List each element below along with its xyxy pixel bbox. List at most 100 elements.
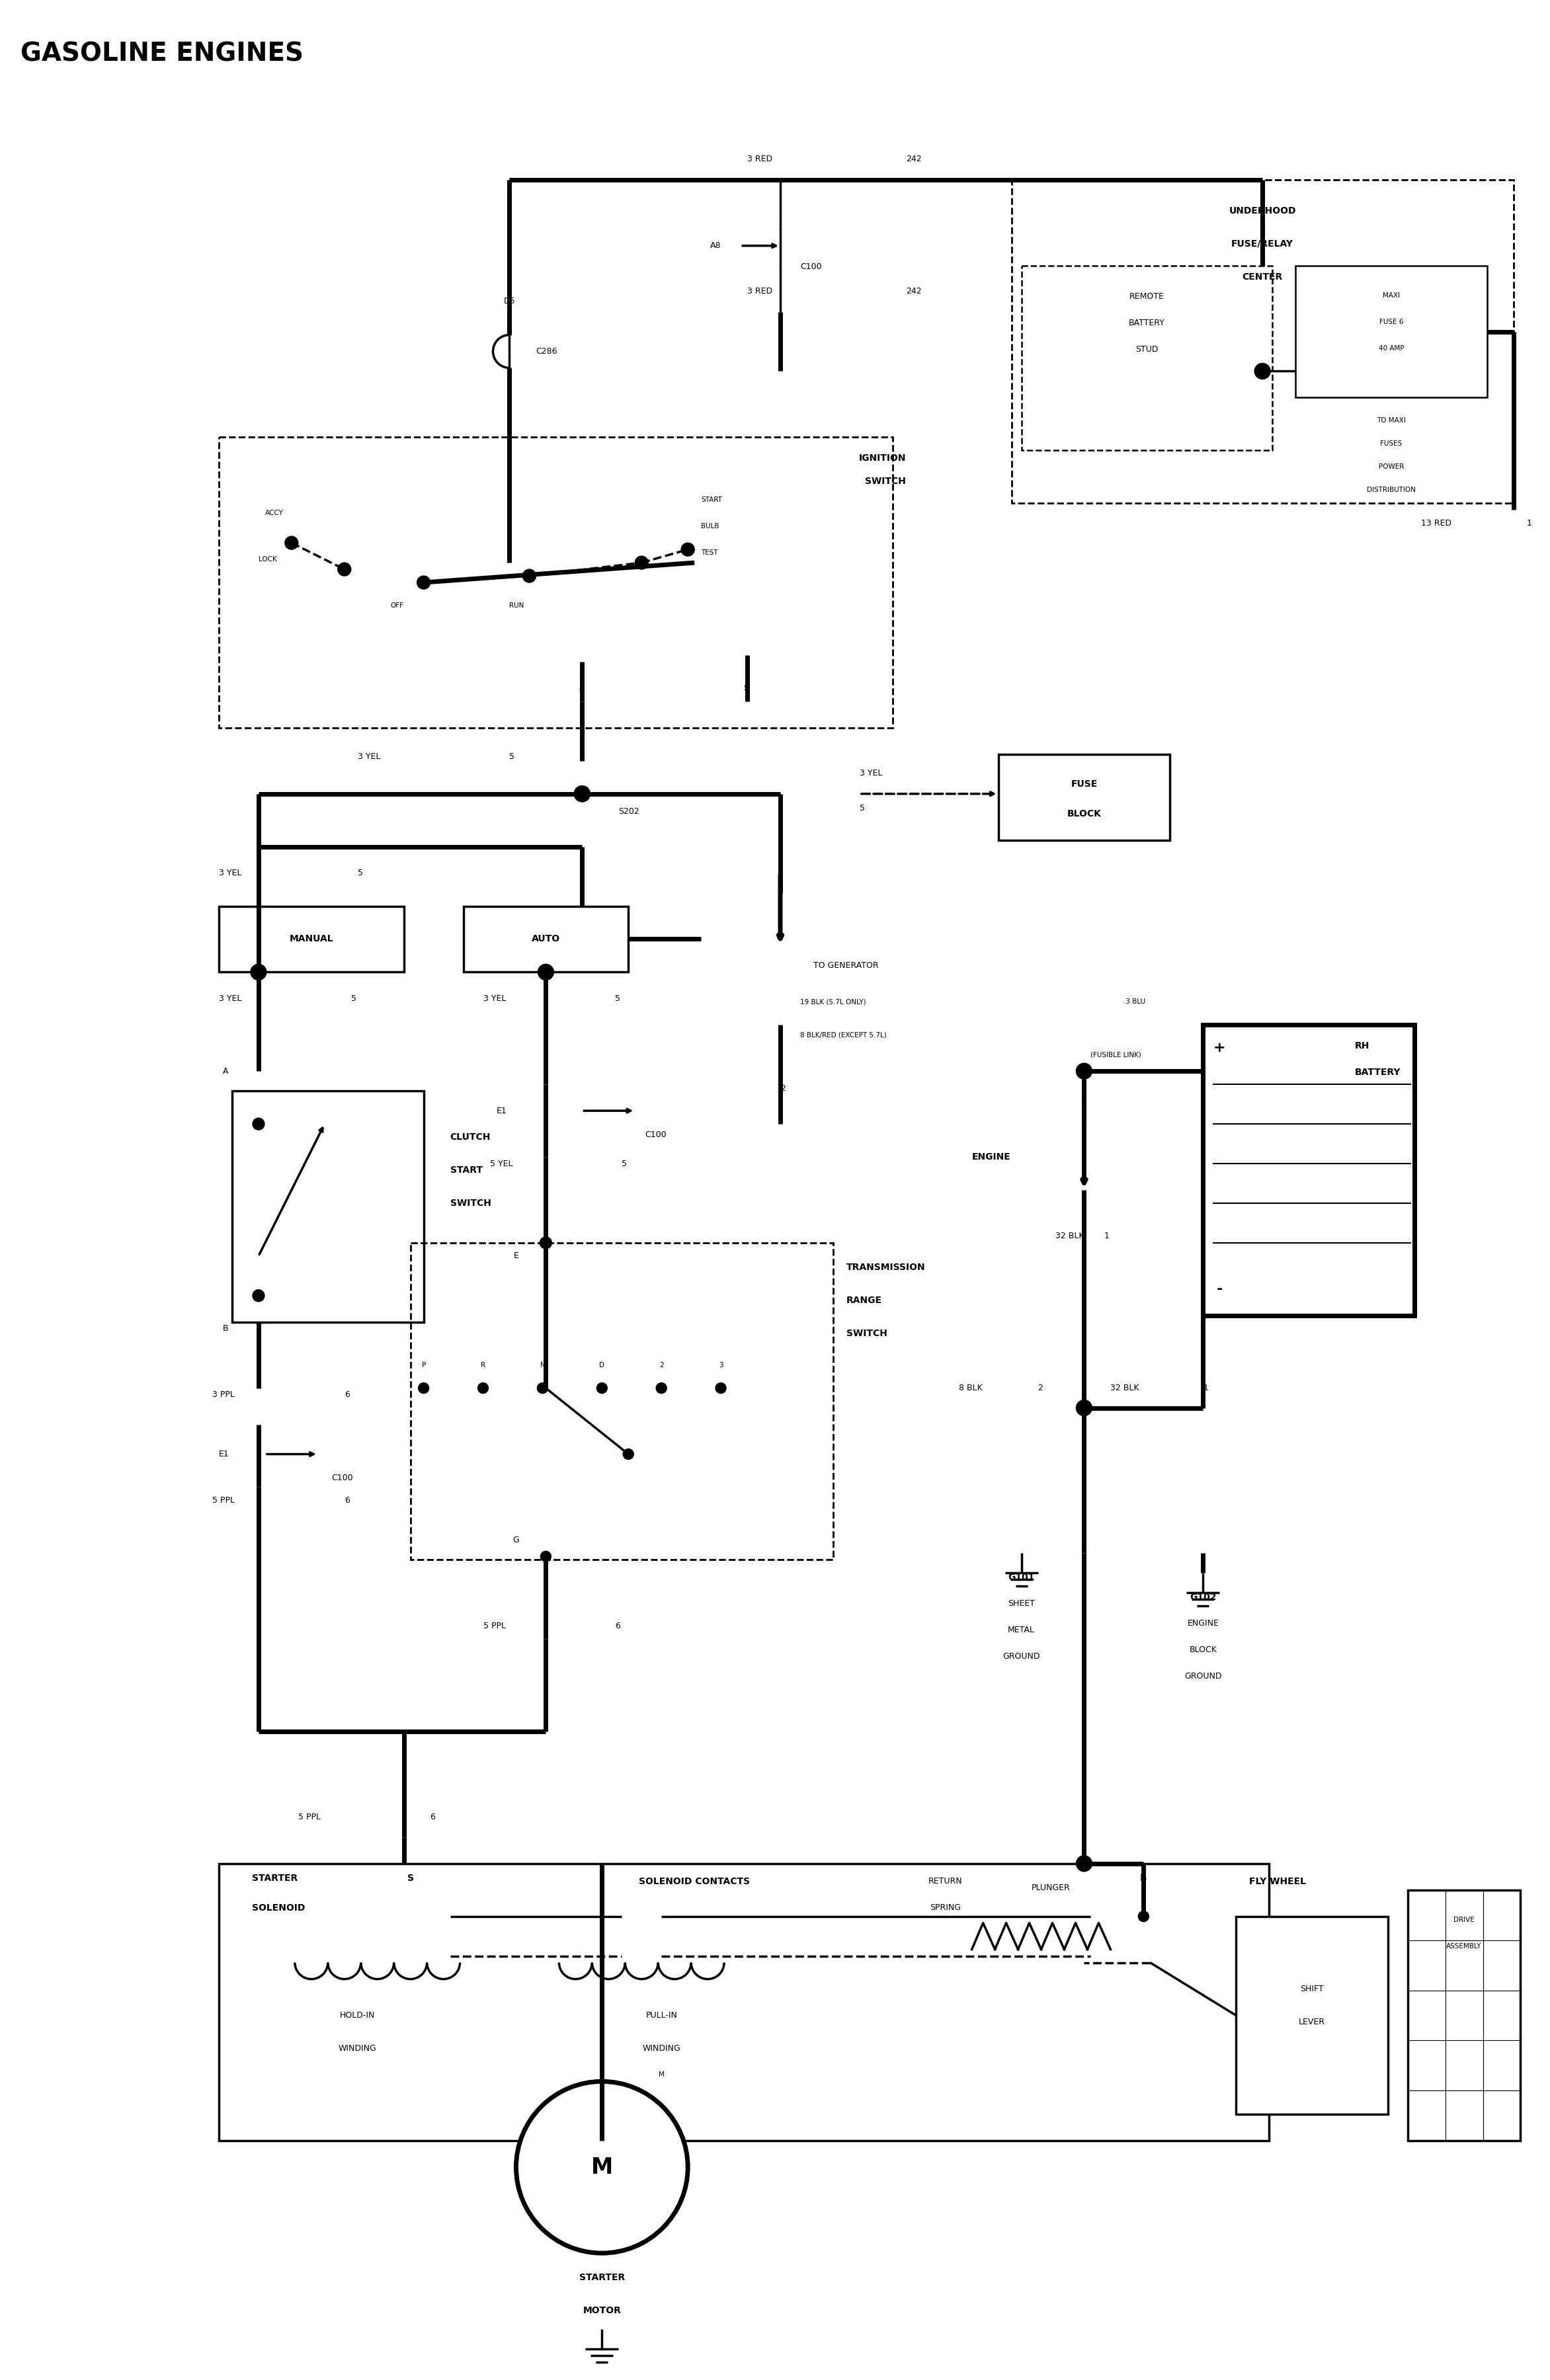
Circle shape — [541, 1552, 552, 1561]
Text: R: R — [480, 1361, 485, 1368]
Text: CLUTCH: CLUTCH — [450, 1133, 491, 1142]
Text: BLOCK: BLOCK — [1066, 809, 1100, 819]
Text: 5: 5 — [510, 752, 515, 762]
Text: IGNITION: IGNITION — [859, 455, 905, 464]
Text: FLY WHEEL: FLY WHEEL — [1249, 1878, 1307, 1885]
Text: GROUND: GROUND — [1003, 1652, 1040, 1661]
Text: D5: D5 — [504, 298, 515, 305]
Text: +: + — [1214, 1042, 1226, 1054]
Text: METAL: METAL — [1008, 1626, 1035, 1635]
Text: GROUND: GROUND — [1184, 1673, 1221, 1680]
Text: SHEET: SHEET — [1008, 1599, 1035, 1609]
Text: D: D — [600, 1361, 605, 1368]
Text: 5: 5 — [350, 995, 356, 1002]
Text: RANGE: RANGE — [846, 1295, 882, 1304]
Circle shape — [538, 1383, 547, 1392]
Text: LEVER: LEVER — [1299, 2018, 1325, 2025]
Text: 5 PPL: 5 PPL — [298, 1814, 321, 1821]
Text: FUSE 6: FUSE 6 — [1380, 319, 1403, 326]
Bar — [1021, 267, 1273, 450]
Text: RUN: RUN — [510, 602, 524, 609]
Bar — [1203, 1026, 1414, 1316]
Text: C100: C100 — [645, 1130, 666, 1140]
Text: PLUNGER: PLUNGER — [1031, 1883, 1069, 1892]
Circle shape — [418, 1383, 429, 1392]
Text: G102: G102 — [1189, 1592, 1217, 1602]
Text: POWER: POWER — [1378, 464, 1404, 471]
Text: 32 BLK: 32 BLK — [1056, 1233, 1083, 1240]
Text: 6: 6 — [344, 1497, 350, 1504]
Text: 5 PPL: 5 PPL — [212, 1497, 234, 1504]
Circle shape — [1076, 1399, 1093, 1416]
Text: SWITCH: SWITCH — [865, 476, 905, 486]
Circle shape — [539, 1238, 552, 1250]
Bar — [219, 907, 405, 971]
Text: B: B — [1141, 1873, 1147, 1883]
Text: STARTER: STARTER — [580, 2273, 625, 2282]
Circle shape — [1254, 364, 1271, 378]
Text: OFF: OFF — [391, 602, 405, 609]
Text: BATTERY: BATTERY — [1128, 319, 1166, 326]
Circle shape — [538, 964, 553, 981]
Text: 19 BLK (5.7L ONLY): 19 BLK (5.7L ONLY) — [800, 1000, 866, 1004]
Text: STUD: STUD — [1136, 345, 1158, 352]
Text: 6: 6 — [431, 1814, 436, 1821]
Text: DRIVE: DRIVE — [1454, 1916, 1474, 1923]
Text: 242: 242 — [905, 155, 921, 164]
Text: 2: 2 — [659, 1361, 663, 1368]
Text: 242: 242 — [905, 286, 921, 295]
Text: MAXI: MAXI — [1383, 293, 1400, 298]
Text: SHIFT: SHIFT — [1300, 1985, 1324, 1994]
Circle shape — [417, 576, 431, 590]
Bar — [232, 1090, 423, 1321]
Text: B: B — [223, 1323, 228, 1333]
Circle shape — [574, 785, 591, 802]
Text: HOLD-IN: HOLD-IN — [339, 2011, 375, 2021]
Circle shape — [253, 1290, 265, 1302]
Text: 1: 1 — [1104, 1233, 1110, 1240]
Bar — [1407, 1890, 1521, 2142]
Bar — [463, 907, 628, 971]
Text: 40 AMP: 40 AMP — [1378, 345, 1404, 352]
Text: 5: 5 — [615, 995, 620, 1002]
Text: M: M — [591, 2156, 612, 2178]
Text: 3 PPL: 3 PPL — [212, 1390, 234, 1399]
Text: AUTO: AUTO — [532, 935, 560, 945]
Circle shape — [1138, 1911, 1149, 1921]
Text: ENGINE: ENGINE — [972, 1152, 1011, 1161]
Text: 3 YEL: 3 YEL — [484, 995, 505, 1002]
Circle shape — [285, 536, 298, 550]
Bar — [998, 754, 1170, 840]
Text: ACCY: ACCY — [265, 509, 284, 516]
Text: E1: E1 — [496, 1107, 507, 1116]
Text: G: G — [513, 1535, 519, 1545]
Text: START: START — [450, 1166, 482, 1176]
Text: STARTER: STARTER — [253, 1873, 298, 1883]
Circle shape — [574, 785, 591, 802]
Text: 3 YEL: 3 YEL — [219, 869, 242, 878]
Text: M: M — [659, 2071, 665, 2078]
Text: 32 BLK: 32 BLK — [1110, 1383, 1139, 1392]
Text: SOLENOID CONTACTS: SOLENOID CONTACTS — [639, 1878, 750, 1885]
Text: SWITCH: SWITCH — [450, 1200, 491, 1207]
Text: CENTER: CENTER — [1242, 271, 1283, 281]
Circle shape — [1076, 1064, 1093, 1078]
Circle shape — [253, 1119, 265, 1130]
Text: WINDING: WINDING — [338, 2044, 377, 2052]
Text: ASSEMBLY: ASSEMBLY — [1446, 1942, 1482, 1949]
Text: A: A — [580, 683, 584, 693]
Circle shape — [656, 1383, 666, 1392]
Text: START: START — [701, 497, 722, 502]
Text: 1: 1 — [1527, 519, 1531, 528]
Bar — [411, 1242, 832, 1559]
Text: G101: G101 — [1008, 1573, 1035, 1583]
Text: (FUSIBLE LINK): (FUSIBLE LINK) — [1091, 1052, 1141, 1059]
Text: A: A — [223, 1066, 228, 1076]
Circle shape — [680, 543, 694, 557]
Text: P: P — [422, 1361, 426, 1368]
Text: BULB: BULB — [701, 524, 719, 531]
Text: 3 YEL: 3 YEL — [860, 769, 882, 778]
Circle shape — [636, 557, 648, 569]
Text: 3 RED: 3 RED — [747, 286, 772, 295]
Text: 3 YEL: 3 YEL — [219, 995, 242, 1002]
